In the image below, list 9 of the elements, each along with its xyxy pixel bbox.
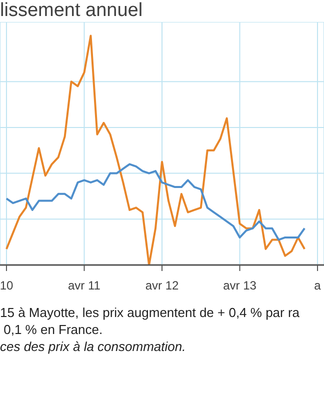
text: 15 à Mayotte, les prix augmentent de + 0,4 % par ra [0, 304, 300, 321]
text: 0,1 % en France. [2, 321, 104, 338]
x-tick-label: a [314, 278, 322, 293]
x-tick-label: avr 13 [223, 278, 257, 293]
x-tick-label: avr 11 [68, 278, 101, 293]
x-tick-label: avr 12 [145, 278, 179, 293]
chart-title: lissement annuel [0, 0, 143, 22]
text: ces des prix à la consommation. [0, 338, 187, 355]
x-tick-label: 10 [0, 278, 14, 293]
